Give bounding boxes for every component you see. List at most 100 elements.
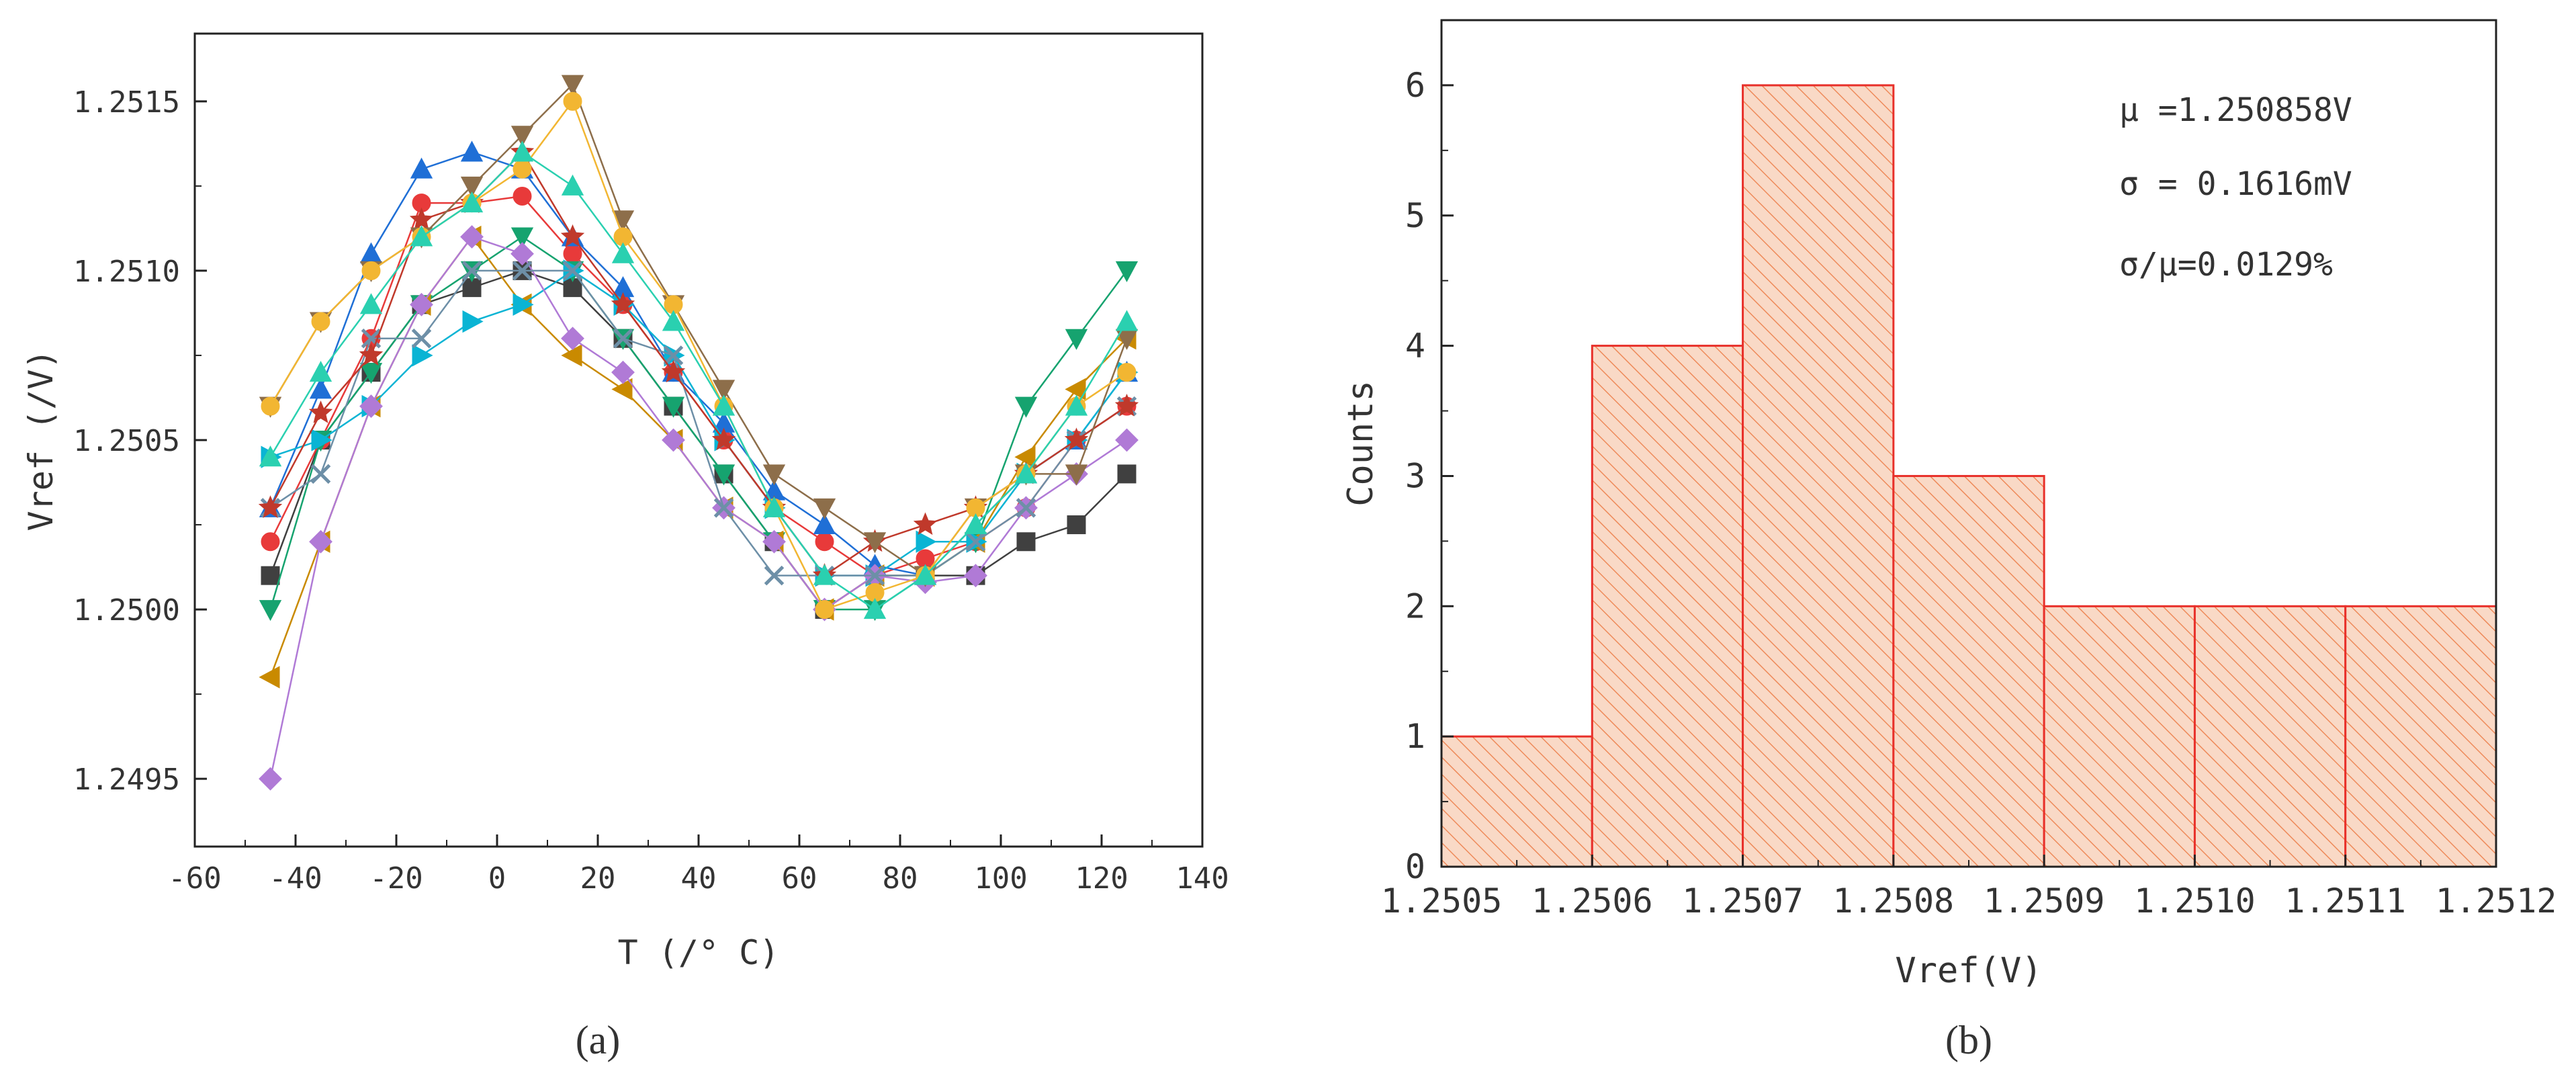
annotation-ratio: σ/μ=0.0129% — [2119, 246, 2333, 284]
data-point-marker — [460, 140, 484, 162]
series-12 — [259, 140, 1139, 619]
data-point-marker — [410, 157, 433, 179]
data-point-marker — [1064, 427, 1089, 451]
data-point-marker — [964, 513, 987, 535]
data-point-marker — [562, 261, 583, 281]
histogram-bar — [1892, 474, 2045, 868]
series-2 — [261, 187, 1137, 585]
histogram-bar — [2193, 605, 2347, 868]
panel-label-a: (a) — [576, 1018, 621, 1062]
data-point-marker — [359, 242, 383, 263]
data-point-marker — [813, 513, 836, 535]
data-point-marker — [762, 496, 786, 517]
data-point-marker — [259, 666, 280, 689]
histogram-bar — [1742, 84, 1895, 868]
data-point-marker — [361, 261, 381, 280]
data-point-marker — [1115, 310, 1139, 331]
data-point-marker — [815, 532, 834, 552]
series-11 — [261, 91, 1137, 619]
data-point-marker — [513, 187, 532, 206]
data-point-marker — [258, 495, 283, 518]
histogram-bar — [2043, 605, 2196, 868]
x-tick-label-b: 1.2512 — [2436, 882, 2557, 920]
annotation-sigma: σ = 0.1616mV — [2119, 165, 2352, 203]
histogram-bar — [2344, 605, 2497, 868]
data-point-marker — [913, 512, 938, 535]
series-10 — [259, 75, 1139, 587]
histogram-bars — [1440, 84, 2497, 868]
data-point-marker — [561, 75, 584, 96]
x-axis-label-b: Vref(V) — [1895, 951, 2042, 991]
data-point-marker — [1114, 393, 1139, 417]
data-point-marker — [762, 464, 786, 486]
data-point-marker — [359, 343, 384, 366]
data-point-marker — [460, 191, 484, 213]
data-point-marker — [863, 597, 887, 619]
data-point-marker — [462, 310, 484, 333]
panel-label-b: (b) — [1945, 1018, 1992, 1062]
data-point-marker — [611, 292, 635, 315]
data-point-marker — [411, 328, 432, 349]
series-line — [269, 236, 1128, 779]
data-point-marker — [359, 363, 383, 384]
data-point-marker — [611, 242, 635, 263]
data-point-marker — [261, 566, 280, 585]
x-tick-label-b: 1.2505 — [1381, 882, 1503, 920]
y-tick-label-a: 1.2495 — [73, 763, 180, 797]
data-point-marker — [712, 380, 736, 401]
data-point-marker — [261, 532, 280, 552]
x-tick-label-a: 60 — [782, 861, 817, 896]
data-point-marker — [259, 445, 282, 467]
x-axis-ticks-b: 1.2505 1.2506 1.2507 1.2508 1.2509 1.2510 1.25… — [1381, 855, 2557, 920]
y-tick-label-b: 2 — [1405, 587, 1425, 626]
x-tick-label-a: 20 — [580, 861, 616, 896]
data-point-marker — [510, 140, 534, 162]
y-tick-label-b: 4 — [1405, 327, 1425, 366]
data-point-marker — [259, 600, 282, 621]
data-point-marker — [513, 293, 534, 316]
y-tick-label-a: 1.2500 — [73, 593, 180, 628]
data-point-marker — [510, 126, 534, 147]
data-point-marker — [712, 464, 736, 486]
data-point-marker — [460, 176, 484, 198]
series-line — [269, 150, 1128, 611]
data-point-marker — [1117, 363, 1137, 382]
data-point-marker — [611, 378, 633, 401]
data-point-marker — [560, 224, 585, 247]
x-tick-label-a: -60 — [168, 861, 221, 896]
data-point-marker — [510, 227, 534, 249]
data-point-marker — [815, 600, 834, 619]
data-point-marker — [1014, 396, 1038, 418]
x-tick-label-a: 100 — [974, 861, 1027, 896]
series-line — [269, 195, 1128, 577]
x-axis-ticks-a: -60 -40 -20 0 20 40 60 80 100 120 140 — [168, 834, 1229, 896]
data-point-marker — [1117, 464, 1137, 484]
y-axis-label-a: Vref (/V) — [21, 349, 60, 531]
data-point-marker — [461, 261, 482, 281]
data-point-marker — [359, 293, 383, 314]
data-point-marker — [661, 359, 686, 383]
series-line — [269, 235, 1128, 678]
x-tick-label-a: 40 — [681, 861, 717, 896]
data-point-marker — [311, 312, 330, 331]
histogram-panel-b: 1.2505 1.2506 1.2507 1.2508 1.2509 1.2510 1.25… — [1341, 19, 2557, 1062]
data-point-marker — [813, 564, 836, 585]
data-point-marker — [563, 244, 582, 263]
x-tick-label-b: 1.2507 — [1682, 882, 1804, 920]
data-point-marker — [813, 498, 836, 519]
data-point-marker — [309, 378, 332, 399]
data-point-marker — [1067, 515, 1086, 535]
series-6 — [261, 259, 1139, 587]
data-point-marker — [762, 529, 786, 554]
data-point-marker — [1065, 464, 1088, 486]
data-point-marker — [662, 428, 685, 452]
data-point-marker — [311, 429, 332, 452]
data-point-marker — [512, 261, 533, 281]
series-line — [269, 269, 1128, 576]
series-8 — [260, 261, 1137, 586]
data-point-marker — [863, 532, 887, 554]
data-point-marker — [914, 564, 937, 585]
data-point-marker — [1014, 445, 1036, 468]
x-tick-label-a: 80 — [883, 861, 918, 896]
